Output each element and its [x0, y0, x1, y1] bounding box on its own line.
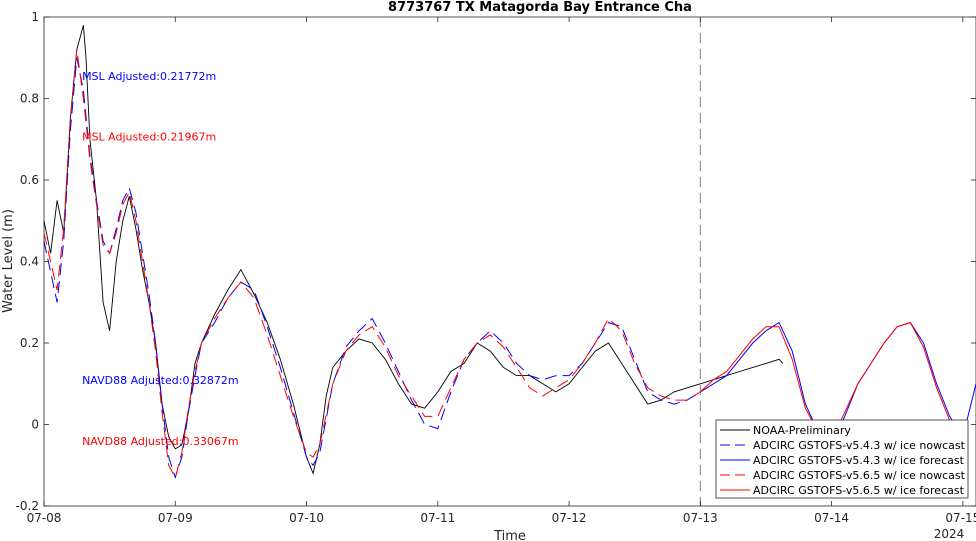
datum-annotation: NAVD88 Adjusted:0.33067m: [82, 435, 239, 448]
legend-items: NOAA-Preliminary ADCIRC GSTOFS-v5.4.3 w/ …: [720, 424, 966, 497]
x-tick-label: 07-13: [683, 511, 718, 525]
legend-label: ADCIRC GSTOFS-v5.6.5 w/ ice forecast: [753, 484, 965, 497]
axis-layer: 07-08 07-09 07-10 07-11 07-12 07-13 07-14 07-15…: [16, 10, 976, 525]
x-tick-label: 07-12: [552, 511, 587, 525]
y-tick-label: 0.8: [20, 92, 39, 106]
y-tick-label: 0.6: [20, 173, 39, 187]
legend-label: NOAA-Preliminary: [753, 424, 851, 437]
y-tick-label: -0.2: [16, 499, 39, 513]
legend: NOAA-Preliminary ADCIRC GSTOFS-v5.4.3 w/ …: [715, 419, 969, 499]
x-tick-label: 07-09: [158, 511, 193, 525]
x-tick-label: 07-11: [420, 511, 455, 525]
annotation-layer: MSL Adjusted:0.21772m MSL Adjusted:0.2196…: [82, 70, 239, 448]
series-line-1: [43, 25, 784, 475]
x-tick-label: 07-15: [945, 511, 976, 525]
datum-annotation: MSL Adjusted:0.21772m: [82, 70, 216, 83]
x-year-label: 2024: [934, 527, 965, 541]
chart-title: 8773767 TX Matagorda Bay Entrance Cha: [388, 0, 692, 15]
legend-label: ADCIRC GSTOFS-v5.4.3 w/ ice nowcast: [753, 439, 966, 452]
x-tick-label: 07-14: [814, 511, 849, 525]
legend-box: [715, 419, 969, 499]
datum-annotation: MSL Adjusted:0.21967m: [82, 130, 216, 143]
series-line-4: [43, 49, 701, 479]
y-tick-label: 0.4: [20, 255, 39, 269]
x-axis-title: Time: [493, 529, 526, 541]
datum-annotation: NAVD88 Adjusted:0.32872m: [82, 374, 239, 387]
x-tick-label: 07-08: [27, 511, 62, 525]
legend-label: ADCIRC GSTOFS-v5.6.5 w/ ice nowcast: [753, 469, 966, 482]
y-tick-label: 1: [31, 10, 39, 24]
x-tick-label: 07-10: [289, 511, 324, 525]
y-tick-label: 0: [31, 418, 39, 432]
y-tick-label: 0.2: [20, 336, 39, 350]
y-axis-title: Water Level (m): [1, 209, 16, 313]
series-line-2: [43, 57, 701, 480]
legend-label: ADCIRC GSTOFS-v5.4.3 w/ ice forecast: [753, 454, 965, 467]
